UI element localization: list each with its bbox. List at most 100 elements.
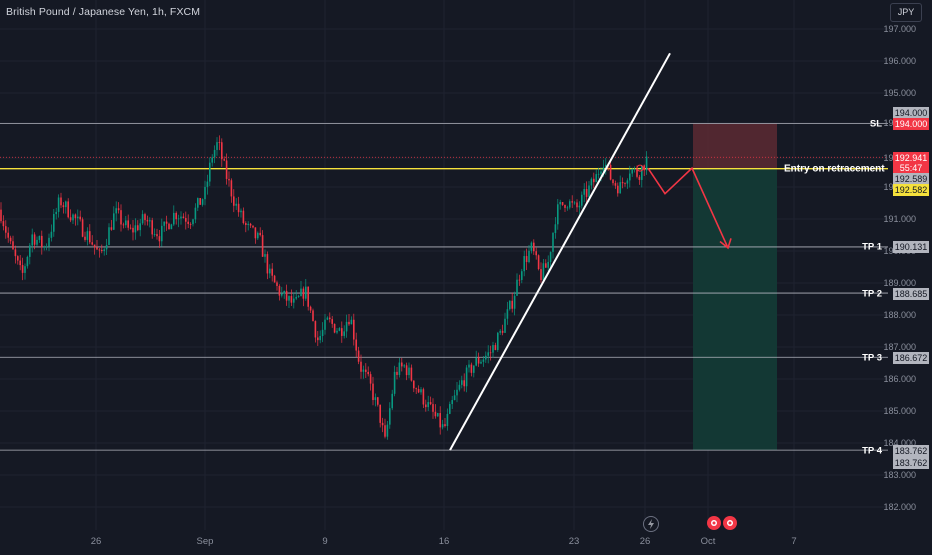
candle-body	[60, 197, 62, 206]
candle-body	[153, 234, 156, 235]
candle-body	[259, 232, 261, 236]
candle-body	[420, 389, 422, 393]
candle-body	[17, 256, 19, 261]
candle-body	[348, 321, 350, 325]
candle-body	[398, 362, 401, 375]
candle-body	[139, 223, 141, 231]
candle-body	[475, 357, 477, 366]
candle-body	[57, 197, 60, 212]
candle-body	[216, 142, 218, 150]
candle-body	[43, 246, 45, 248]
candle-body	[588, 185, 590, 197]
candle-body	[506, 309, 509, 319]
candle-body	[535, 251, 537, 256]
candle-body	[302, 288, 305, 299]
symbol-title[interactable]: British Pound / Japanese Yen, 1h, FXCM	[6, 6, 201, 18]
candle-body	[91, 242, 93, 245]
candle-body	[235, 203, 237, 206]
candle-body	[161, 225, 163, 242]
candle-body	[518, 279, 521, 281]
candle-body	[285, 290, 288, 301]
candle-body	[374, 397, 377, 401]
candle-body	[571, 201, 573, 203]
candle-body	[413, 380, 415, 389]
candle-body	[379, 404, 381, 423]
candle-body	[583, 189, 585, 195]
candle-body	[189, 223, 192, 225]
lightning-icon[interactable]	[643, 516, 659, 532]
candle-body	[391, 393, 393, 409]
candle-body	[566, 207, 569, 209]
candle-body	[242, 210, 245, 224]
candle-body	[288, 296, 290, 301]
candle-body	[643, 165, 645, 171]
candle-body	[120, 210, 122, 225]
candle-body	[122, 224, 125, 226]
candle-body	[69, 217, 72, 221]
candle-body	[386, 424, 389, 437]
candle-body	[429, 402, 432, 405]
candle-body	[269, 268, 271, 274]
candle-body	[333, 323, 336, 333]
candle-body	[149, 220, 151, 222]
candle-body	[113, 213, 115, 230]
candle-body	[105, 244, 108, 250]
calendar-event-icon[interactable]	[707, 516, 721, 530]
candle-body	[614, 183, 617, 186]
candle-body	[633, 168, 636, 170]
candle-body	[19, 260, 21, 266]
candle-body	[228, 178, 230, 181]
tp4-bottom-price-label: 183.762	[893, 457, 929, 469]
candle-body	[372, 383, 374, 401]
candle-body	[317, 337, 319, 341]
time-label: Oct	[700, 536, 716, 547]
candle-body	[530, 242, 533, 251]
candle-body	[81, 219, 84, 237]
sl-label: SL	[869, 118, 882, 130]
candle-body	[125, 220, 127, 226]
candle-body	[26, 256, 29, 267]
candle-body	[497, 332, 499, 350]
candle-body	[338, 328, 341, 331]
candle-body	[175, 212, 177, 220]
candle-body	[67, 201, 69, 218]
entry-price-label: 192.589	[893, 173, 929, 185]
candle-body	[561, 202, 564, 205]
candle-body	[463, 380, 465, 387]
candle-body	[309, 306, 312, 311]
candle-body	[417, 388, 420, 393]
candle-body	[590, 178, 593, 186]
candle-body	[533, 242, 535, 252]
candle-body	[605, 164, 607, 168]
take-profit-zone	[693, 168, 777, 451]
time-label: 7	[791, 536, 797, 547]
tp1-label: TP 1	[862, 241, 882, 253]
currency-button[interactable]: JPY	[890, 3, 922, 22]
candle-body	[180, 216, 182, 219]
calendar-event-icon[interactable]	[723, 516, 737, 530]
price-tick: 195.000	[883, 88, 916, 98]
candle-body	[389, 408, 391, 425]
candle-body	[187, 221, 189, 224]
candle-body	[273, 275, 276, 283]
candle-body	[53, 214, 55, 232]
candle-body	[549, 251, 552, 262]
candle-body	[494, 345, 497, 350]
candle-body	[254, 227, 257, 239]
candle-body	[621, 182, 624, 184]
candle-body	[319, 336, 321, 341]
candle-body	[569, 201, 571, 208]
candle-body	[45, 246, 48, 248]
candle-body	[5, 226, 7, 233]
candle-body	[283, 290, 285, 294]
candle-body	[324, 319, 326, 330]
candle-body	[432, 404, 434, 412]
candle-body	[31, 234, 33, 246]
candle-body	[156, 234, 158, 237]
price-tick: 186.000	[883, 374, 916, 384]
candle-body	[14, 249, 17, 257]
candle-body	[21, 265, 24, 273]
candle-body	[213, 149, 216, 158]
